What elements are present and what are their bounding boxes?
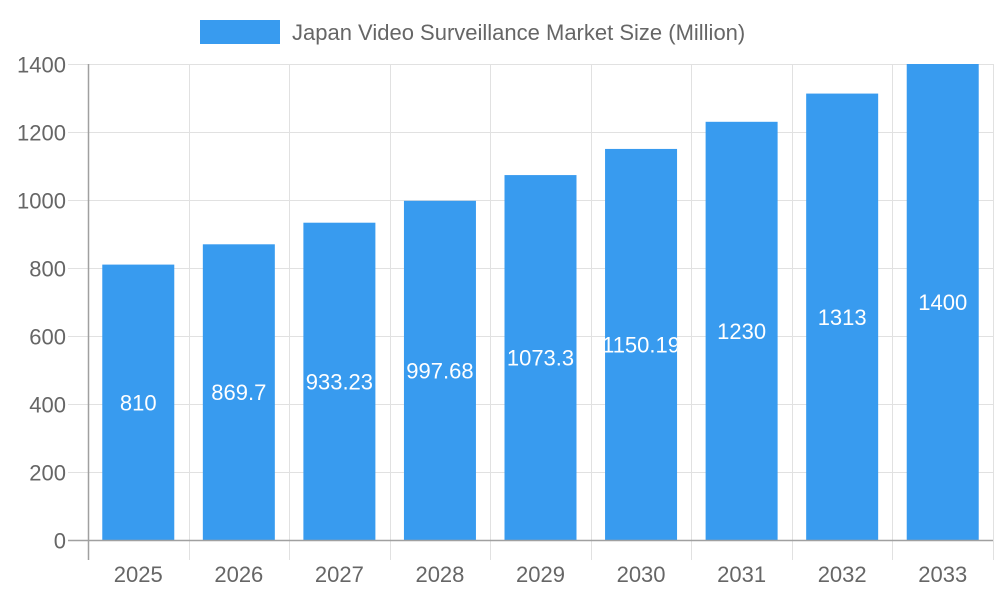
data-label: 1313 <box>818 305 867 330</box>
x-tick-label: 2029 <box>516 562 565 587</box>
x-tick-label: 2027 <box>315 562 364 587</box>
bar <box>705 121 778 541</box>
x-tick-label: 2033 <box>918 562 967 587</box>
y-tick-label: 1000 <box>17 189 66 214</box>
data-label: 933.23 <box>306 369 373 394</box>
data-label: 1073.3 <box>507 346 574 371</box>
y-tick-label: 0 <box>54 529 66 554</box>
x-tick-label: 2032 <box>818 562 867 587</box>
x-tick-label: 2026 <box>214 562 263 587</box>
x-tick-label: 2025 <box>114 562 163 587</box>
legend-swatch <box>200 20 280 44</box>
x-tick-label: 2030 <box>617 562 666 587</box>
legend[interactable]: Japan Video Surveillance Market Size (Mi… <box>200 20 745 45</box>
bar <box>504 175 577 540</box>
y-tick-label: 1400 <box>17 53 66 78</box>
x-tick-label: 2031 <box>717 562 766 587</box>
bar <box>102 264 175 540</box>
x-tick-label: 2028 <box>415 562 464 587</box>
axes: 0 200 400 600 800 1000 1200 1400 2025 2026 2027 202… <box>17 53 993 587</box>
data-label: 1150.19 <box>602 332 680 357</box>
data-label: 869.7 <box>211 380 266 405</box>
y-tick-label: 1200 <box>17 121 66 146</box>
y-tick-label: 800 <box>29 257 66 282</box>
bar <box>403 200 476 540</box>
y-tick-label: 200 <box>29 461 66 486</box>
y-tick-label: 400 <box>29 393 66 418</box>
bar <box>906 64 979 540</box>
y-tick-label: 600 <box>29 325 66 350</box>
data-label: 1400 <box>918 290 967 315</box>
bar <box>806 93 879 540</box>
bar <box>303 222 376 541</box>
bar <box>202 244 275 540</box>
data-label: 810 <box>120 390 157 415</box>
data-label: 997.68 <box>406 358 473 383</box>
legend-label: Japan Video Surveillance Market Size (Mi… <box>292 20 745 45</box>
data-label: 1230 <box>717 319 766 344</box>
bars: 810 869.7 933.23 997.68 1073.3 1150.19 1230 131… <box>102 64 979 541</box>
bar <box>605 148 678 540</box>
